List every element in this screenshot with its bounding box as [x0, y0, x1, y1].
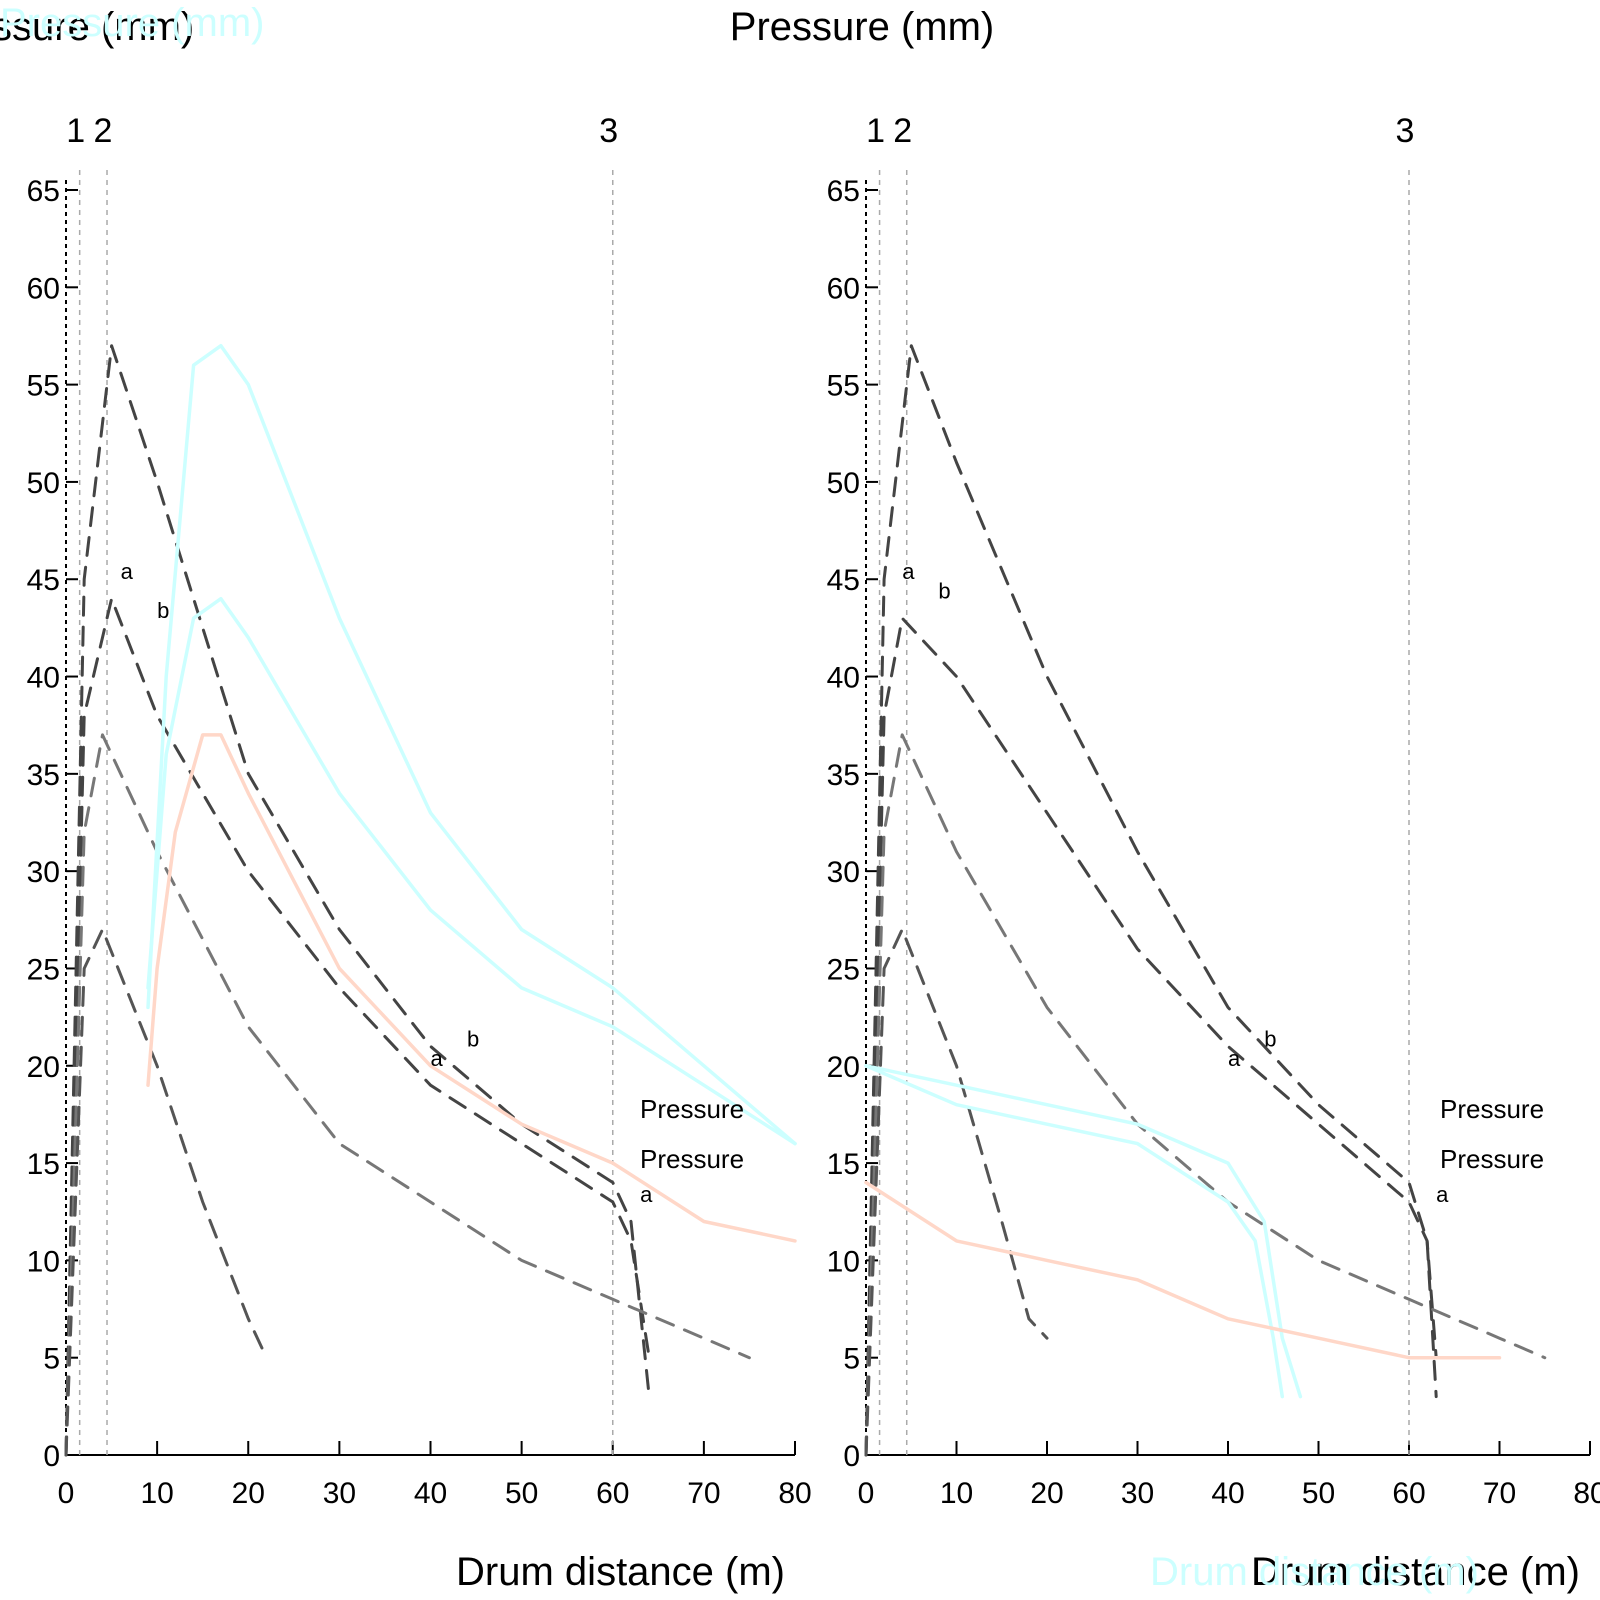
- series-line-d: [864, 928, 1049, 1457]
- y-tick-label: 15: [27, 1148, 60, 1181]
- y-tick-label: 60: [827, 272, 860, 305]
- panel-left: 0 10 20 30 40 50 60 70 80 0 5 10 15 20 25 30 35 40 45 50 55 6…: [0, 5, 812, 1594]
- x-tick-label: 60: [596, 1477, 629, 1510]
- y-tick-label: 5: [843, 1343, 860, 1376]
- y-tick-label: 10: [27, 1245, 60, 1278]
- series-line-f: [864, 1064, 1285, 1399]
- marker-label: 2: [94, 112, 113, 150]
- y-tick-label: 15: [827, 1148, 860, 1181]
- y-axis-title: Pressure (mm): [730, 5, 994, 49]
- y-tick-label: 10: [827, 1245, 860, 1278]
- panel-right: 0 10 20 30 40 50 60 70 80 0 5 10 15 20 25 30 35 40 45 50 55 6…: [730, 5, 1600, 1594]
- x-tick-label: 20: [232, 1477, 265, 1510]
- y-axis-title: Pressure (mm): [0, 5, 194, 49]
- y-tick-label: 40: [27, 662, 60, 695]
- y-tick-label: 35: [827, 759, 860, 792]
- x-axis-title: Drum distance (m): [1251, 1550, 1580, 1594]
- series-line-f: [146, 596, 797, 1146]
- curve-label: b: [467, 1026, 479, 1051]
- curve-label: a: [902, 559, 915, 584]
- series-line-g: [146, 733, 797, 1243]
- y-tick-label: 50: [827, 467, 860, 500]
- series-line-c: [64, 733, 751, 1457]
- y-tick-label: 65: [27, 175, 60, 208]
- y-tick-label: 45: [27, 564, 60, 597]
- y-tick-label: 50: [27, 467, 60, 500]
- curve-label: b: [1264, 1026, 1276, 1051]
- x-tick-label: 70: [1483, 1477, 1516, 1510]
- marker-label: 2: [893, 112, 912, 150]
- y-tick-label: 0: [843, 1440, 860, 1473]
- y-tick-label: 55: [827, 370, 860, 403]
- curve-label: b: [938, 579, 950, 604]
- y-tick-label: 30: [27, 856, 60, 889]
- x-tick-label: 50: [1302, 1477, 1335, 1510]
- y-tick-label: 20: [827, 1051, 860, 1084]
- overlay-bottom-title: Drum distance (m): [1150, 1550, 1479, 1594]
- legend-entry: Pressure: [1440, 1094, 1544, 1124]
- curve-label: a: [431, 1046, 444, 1071]
- y-tick-label: 60: [27, 272, 60, 305]
- y-tick-label: 0: [43, 1440, 60, 1473]
- series-line-d: [64, 928, 268, 1457]
- series-line-b: [64, 597, 651, 1457]
- x-tick-label: 60: [1392, 1477, 1425, 1510]
- y-tick-label: 30: [827, 856, 860, 889]
- curve-label: b: [157, 598, 169, 623]
- y-tick-label: 25: [827, 953, 860, 986]
- x-tick-label: 0: [58, 1477, 75, 1510]
- x-tick-label: 80: [778, 1477, 811, 1510]
- marker-label: 1: [66, 112, 85, 150]
- y-tick-label: 55: [27, 370, 60, 403]
- curve-label: a: [1228, 1046, 1241, 1071]
- y-tick-label: 5: [43, 1343, 60, 1376]
- series-line-a: [64, 344, 651, 1457]
- legend-entry: Pressure: [640, 1094, 744, 1124]
- curve-label: a: [121, 559, 134, 584]
- x-tick-label: 10: [940, 1477, 973, 1510]
- y-tick-label: 65: [827, 175, 860, 208]
- x-tick-label: 30: [1121, 1477, 1154, 1510]
- series-line-e: [864, 1064, 1303, 1399]
- x-tick-label: 70: [687, 1477, 720, 1510]
- marker-label: 3: [599, 112, 618, 150]
- curve-label: a: [1436, 1182, 1449, 1207]
- y-tick-label: 25: [27, 953, 60, 986]
- curve-label: a: [640, 1182, 653, 1207]
- x-tick-label: 30: [323, 1477, 356, 1510]
- y-tick-label: 45: [827, 564, 860, 597]
- overlay-top-title: Pressure (mm): [0, 1, 264, 45]
- x-tick-label: 50: [505, 1477, 538, 1510]
- legend-entry: Pressure: [640, 1144, 744, 1174]
- marker-label: 1: [866, 112, 885, 150]
- y-tick-label: 35: [27, 759, 60, 792]
- x-tick-label: 0: [858, 1477, 875, 1510]
- x-tick-label: 10: [140, 1477, 173, 1510]
- x-tick-label: 40: [414, 1477, 447, 1510]
- series-line-a: [864, 344, 1438, 1457]
- marker-label: 3: [1396, 112, 1415, 150]
- y-tick-label: 40: [827, 662, 860, 695]
- legend-entry: Pressure: [1440, 1144, 1544, 1174]
- x-tick-label: 40: [1211, 1477, 1244, 1510]
- series-line-b: [864, 616, 1438, 1457]
- x-tick-label: 20: [1030, 1477, 1063, 1510]
- y-tick-label: 20: [27, 1051, 60, 1084]
- series-line-g: [864, 1180, 1502, 1360]
- series-line-e: [146, 343, 797, 1146]
- x-tick-label: 80: [1573, 1477, 1600, 1510]
- x-axis-title: Drum distance (m): [456, 1550, 785, 1594]
